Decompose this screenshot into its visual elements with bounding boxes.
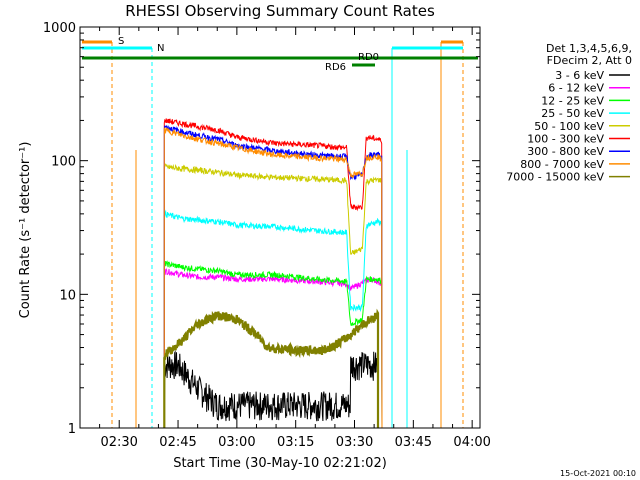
svg-text:Count Rate (s⁻¹ detector⁻¹): Count Rate (s⁻¹ detector⁻¹) (18, 142, 33, 319)
legend-entry-label: 50 - 100 keV (534, 120, 604, 133)
x-tick-label: 03:00 (218, 435, 255, 450)
x-tick-label: 03:15 (277, 435, 314, 450)
legend-entry-label: 3 - 6 keV (555, 69, 604, 82)
series-line-4 (163, 209, 383, 429)
y-tick-label: 100 (51, 155, 76, 170)
x-tick-label: 02:30 (100, 435, 137, 450)
flag-label-s: S (118, 36, 124, 47)
legend-entry-label: 300 - 800 keV (527, 145, 604, 158)
y-tick-label: 10 (59, 288, 76, 303)
series-line-6 (163, 118, 383, 429)
series-layer (163, 118, 383, 429)
flag-label-rd6: RD6 (325, 62, 346, 73)
series-line-3 (163, 260, 383, 429)
legend-entry-label: 7000 - 15000 keV (506, 171, 604, 184)
legend-entry-label: 12 - 25 keV (541, 94, 604, 107)
observing-flags: S N RD0 RD6 (82, 36, 478, 428)
y-axis-label: Count Rate (s⁻¹ detector⁻¹) (18, 142, 33, 319)
x-tick-label: 02:45 (159, 435, 196, 450)
plot-frame (79, 26, 481, 429)
x-tick-label: 04:00 (453, 435, 490, 450)
legend-entry-label: 6 - 12 keV (548, 82, 604, 95)
legend-header: FDecim 2, Att 0 (547, 54, 632, 67)
y-tick-label: 1000 (43, 21, 76, 36)
series-line-8 (163, 127, 383, 429)
x-axis-label: Start Time (30-May-10 02:21:02) (173, 456, 387, 471)
series-line-9 (163, 308, 380, 428)
legend-entry-label: 25 - 50 keV (541, 107, 604, 120)
x-tick-label: 03:45 (395, 435, 432, 450)
legend-entry-label: 100 - 300 keV (527, 133, 604, 146)
series-line-5 (163, 163, 383, 429)
x-tick-label: 03:30 (336, 435, 373, 450)
y-tick-label: 1 (68, 422, 76, 437)
chart-title: RHESSI Observing Summary Count Rates (125, 2, 435, 20)
legend-entry-label: 800 - 7000 keV (520, 158, 604, 171)
axes: 1 10 100 1000 02:30 02:45 03:00 03:15 03:30 03:45… (43, 21, 491, 450)
flag-label-rd0: RD0 (358, 52, 379, 63)
legend-header: Det 1,3,4,5,6,9, (546, 42, 632, 55)
legend: Det 1,3,4,5,6,9,FDecim 2, Att 0 3 - 6 keV… (506, 42, 632, 184)
flag-label-n: N (157, 43, 164, 54)
generated-timestamp: 15-Oct-2021 00:10 (560, 469, 636, 478)
series-line-1 (163, 350, 379, 429)
